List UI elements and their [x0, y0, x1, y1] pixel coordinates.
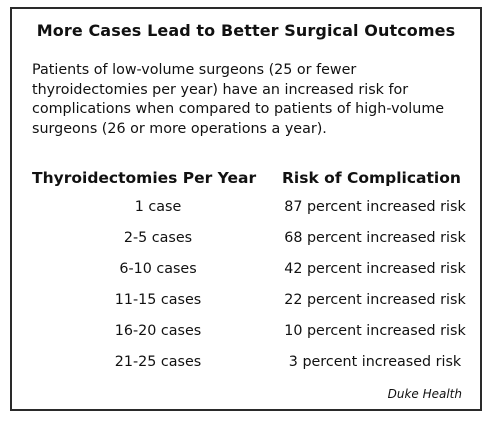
- source-credit: Duke Health: [387, 387, 462, 401]
- intro-line: complications when compared to patients …: [32, 101, 445, 117]
- table-cell-cases: 1 case: [134, 199, 182, 215]
- intro-line: surgeons (26 or more operations a year).: [32, 120, 327, 137]
- table-cell-cases: 2-5 cases: [123, 230, 193, 246]
- table-row: 11-15 cases 22 percent increased risk: [12, 292, 480, 323]
- table-row: 2-5 cases 68 percent increased risk: [12, 230, 480, 261]
- table-row: 21-25 cases 3 percent increased risk: [12, 354, 480, 385]
- table-cell-risk: 22 percent increased risk: [284, 292, 466, 308]
- intro-line: thyroidectomies per year) have an increa…: [32, 81, 409, 98]
- infographic-card: More Cases Lead to Better Surgical Outco…: [10, 7, 482, 411]
- table-cell-cases: 16-20 cases: [114, 323, 202, 339]
- table-header-risk: Risk of Complication: [282, 169, 461, 187]
- table-body: 1 case 87 percent increased risk 2-5 cas…: [12, 199, 480, 385]
- table-cell-risk: 87 percent increased risk: [284, 199, 466, 215]
- table-header-thyroidectomies: Thyroidectomies Per Year: [32, 169, 257, 187]
- table-cell-risk: 10 percent increased risk: [284, 323, 466, 339]
- table-row: 6-10 cases 42 percent increased risk: [12, 261, 480, 292]
- intro-line: Patients of low-volume surgeons (25 or f…: [32, 62, 357, 78]
- table-cell-cases: 11-15 cases: [114, 292, 202, 308]
- table-cell-cases: 6-10 cases: [119, 261, 197, 277]
- table-cell-cases: 21-25 cases: [114, 354, 202, 370]
- intro-paragraph: Patients of low-volume surgeons (25 or f…: [32, 61, 468, 139]
- table-cell-risk: 68 percent increased risk: [284, 230, 466, 246]
- table-cell-risk: 3 percent increased risk: [288, 354, 462, 370]
- table-row: 1 case 87 percent increased risk: [12, 199, 480, 230]
- page-title: More Cases Lead to Better Surgical Outco…: [36, 21, 456, 40]
- table-cell-risk: 42 percent increased risk: [284, 261, 466, 277]
- table-row: 16-20 cases 10 percent increased risk: [12, 323, 480, 354]
